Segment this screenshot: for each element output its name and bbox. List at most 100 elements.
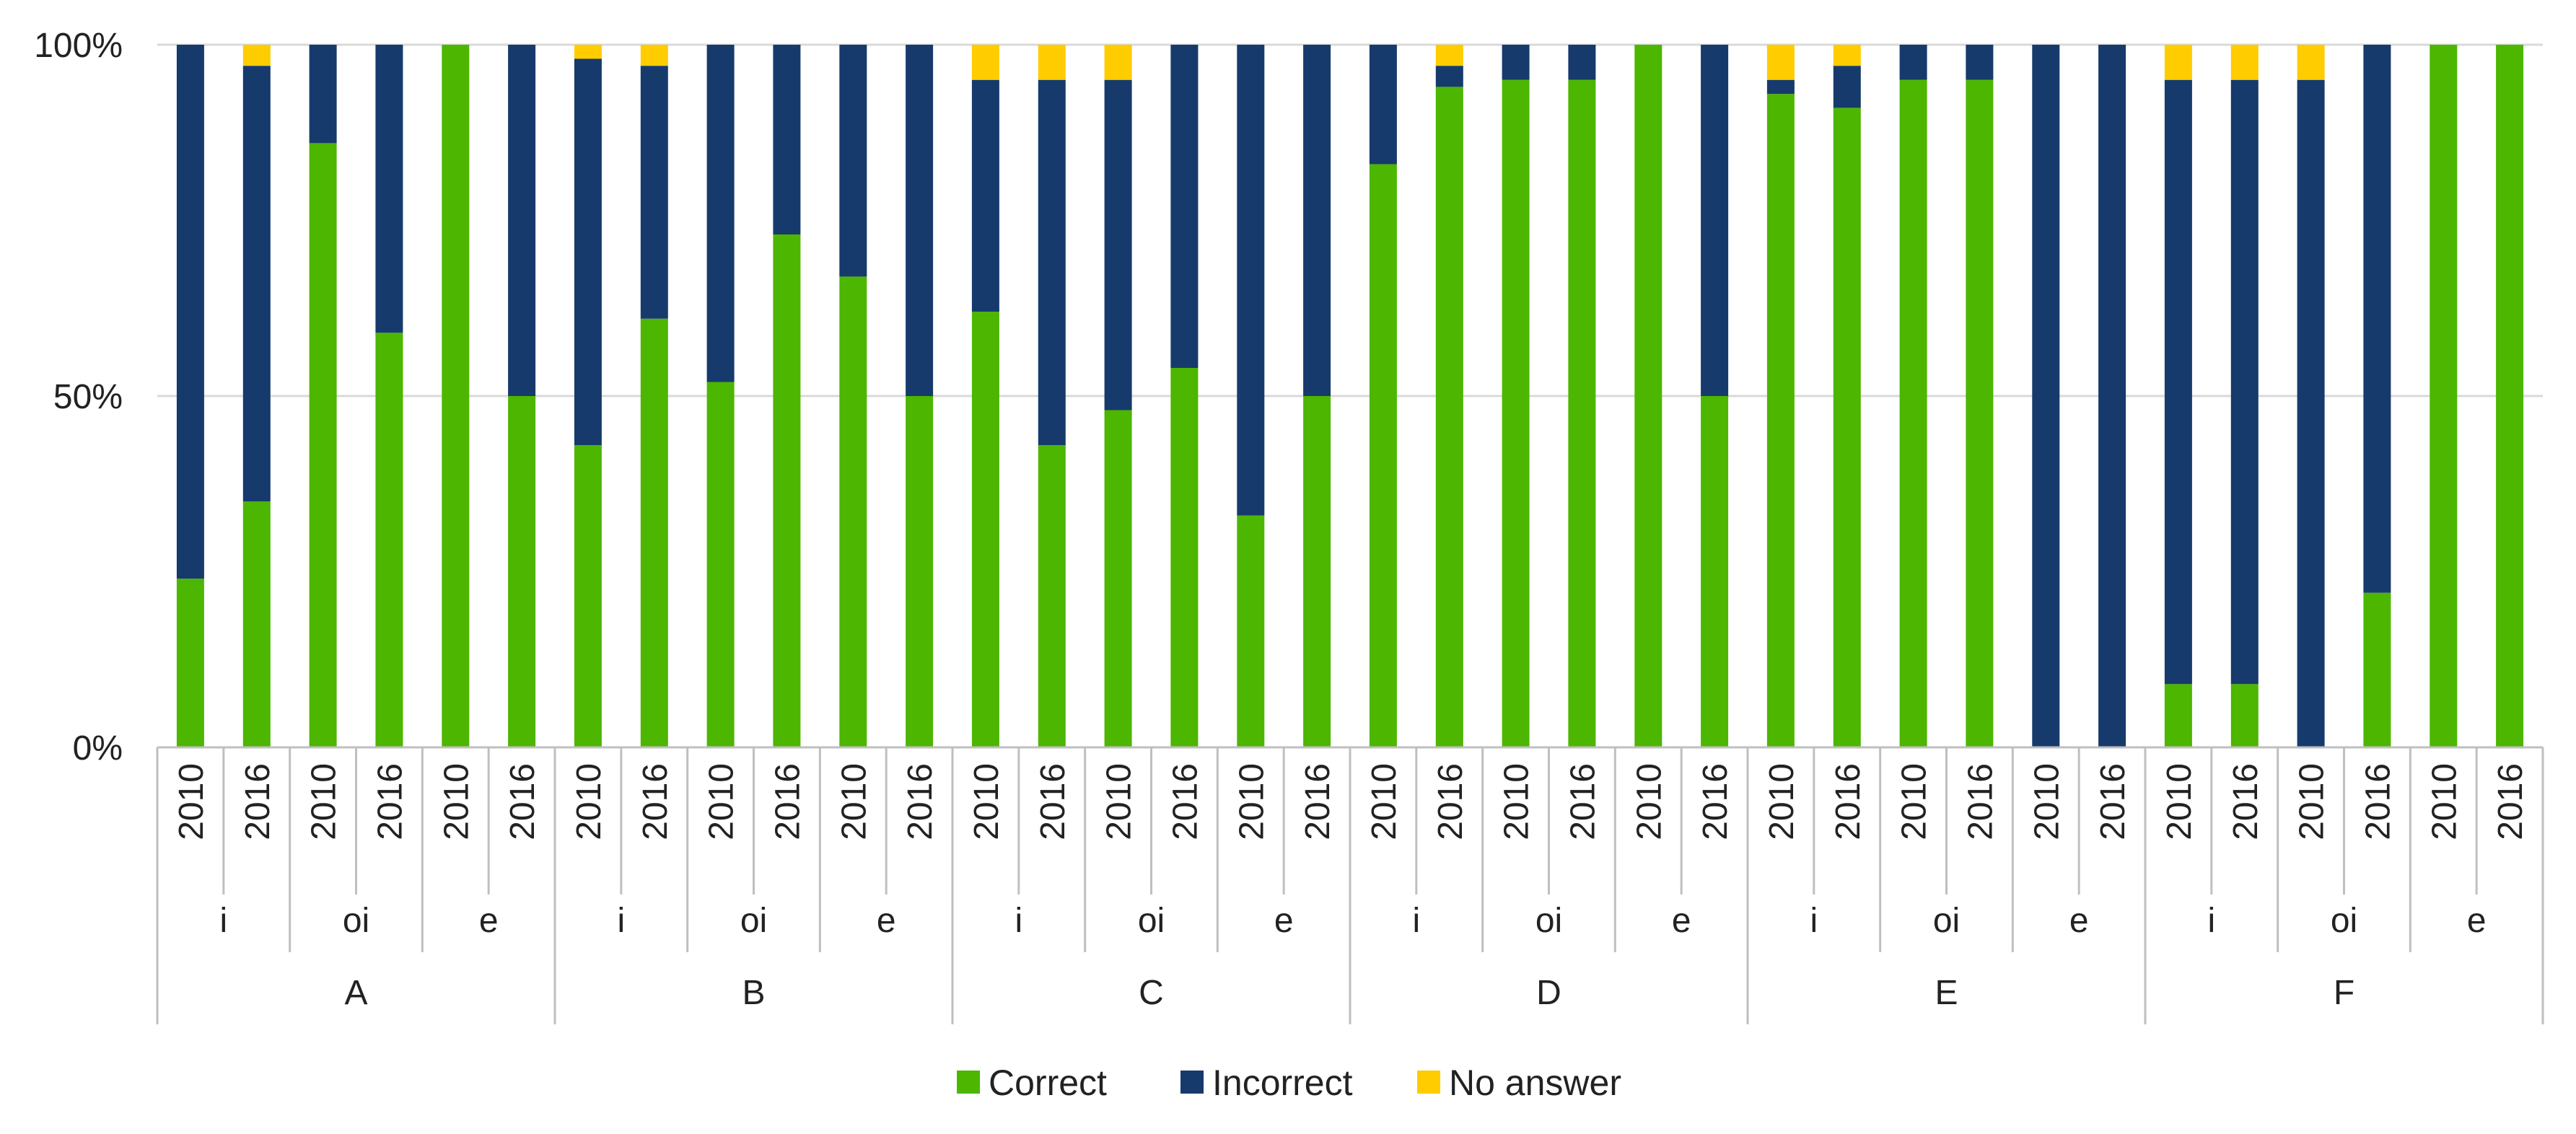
legend-label-no-answer: No answer (1449, 1063, 1621, 1103)
x-tick-year-label: 2010 (305, 763, 343, 840)
legend-swatch-no-answer (1417, 1071, 1440, 1094)
x-group-label: C (1139, 974, 1164, 1012)
x-subgroup-label: e (479, 902, 499, 940)
x-subgroup-label: oi (740, 902, 767, 940)
x-tick-year-label: 2016 (768, 763, 807, 840)
bar-segment-correct (2164, 684, 2192, 747)
bar-segment-no-answer (242, 45, 271, 66)
bar-segment-correct (508, 396, 536, 747)
bar-segment-correct (1634, 45, 1662, 747)
x-tick-year-label: 2010 (172, 763, 211, 840)
x-tick-year-label: 2010 (1232, 763, 1271, 840)
x-subgroup-label: oi (343, 902, 369, 940)
x-tick-year-label: 2010 (2425, 763, 2463, 840)
bar-segment-correct (1369, 164, 1397, 748)
bar-segment-no-answer (1104, 45, 1132, 80)
bar-segment-no-answer (640, 45, 668, 66)
x-group-label: B (742, 974, 765, 1012)
bar-segment-no-answer (1038, 45, 1066, 80)
bar-segment-incorrect (1833, 66, 1861, 108)
bar-segment-incorrect (1038, 79, 1066, 446)
bar-segment-incorrect (1766, 79, 1795, 94)
legend-swatch-incorrect (1180, 1071, 1204, 1094)
bar-segment-correct (2430, 45, 2458, 747)
x-tick-year-label: 2016 (1961, 763, 1999, 840)
bar-segment-no-answer (1435, 45, 1463, 66)
x-subgroup-label: oi (1535, 902, 1562, 940)
bar-segment-no-answer (1833, 45, 1861, 66)
bar-segment-incorrect (1435, 66, 1463, 87)
x-subgroup-label: e (2467, 902, 2487, 940)
x-tick-year-label: 2010 (703, 763, 741, 840)
bar-segment-correct (242, 501, 271, 747)
y-tick-label: 100% (34, 27, 123, 65)
bar-segment-incorrect (2230, 79, 2259, 685)
x-subgroup-label: e (1672, 902, 1691, 940)
x-tick-year-label: 2016 (636, 763, 675, 840)
x-tick-year-label: 2010 (1630, 763, 1668, 840)
x-group-label: A (344, 974, 367, 1012)
bar-segment-no-answer (971, 45, 999, 80)
bar-segment-correct (574, 445, 602, 747)
x-subgroup-label: i (2207, 902, 2215, 940)
bar-segment-correct (1303, 396, 1331, 747)
x-subgroup-label: oi (1138, 902, 1165, 940)
bar-segment-incorrect (508, 45, 536, 396)
bar-segment-no-answer (2297, 45, 2325, 80)
bar-segment-correct (375, 333, 403, 747)
x-group-label: D (1536, 974, 1561, 1012)
bar-segment-correct (176, 579, 204, 747)
bar-segment-correct (906, 396, 934, 747)
bar-segment-correct (1502, 79, 1530, 747)
bar-segment-correct (2230, 684, 2259, 747)
x-subgroup-label: e (1274, 902, 1294, 940)
bar-segment-no-answer (2230, 45, 2259, 80)
bar-segment-no-answer (574, 45, 602, 59)
x-tick-year-label: 2010 (835, 763, 873, 840)
bar-segment-incorrect (1502, 45, 1530, 80)
bar-segment-incorrect (1303, 45, 1331, 396)
bar-segment-incorrect (706, 45, 735, 382)
x-tick-year-label: 2016 (1829, 763, 1867, 840)
x-tick-year-label: 2016 (2359, 763, 2397, 840)
bar-segment-correct (706, 382, 735, 747)
bar-segment-incorrect (2032, 45, 2060, 747)
x-tick-year-label: 2010 (1763, 763, 1801, 840)
bar-segment-correct (1701, 396, 1729, 747)
bar-segment-incorrect (640, 66, 668, 319)
bars (176, 45, 2524, 748)
bar-segment-correct (1435, 87, 1463, 747)
x-subgroup-label: oi (1933, 902, 1960, 940)
bar-segment-correct (1170, 368, 1199, 747)
legend-label-correct: Correct (989, 1063, 1107, 1103)
x-subgroup-label: i (1810, 902, 1818, 940)
x-subgroup-label: i (617, 902, 625, 940)
bar-segment-correct (1568, 79, 1596, 747)
x-subgroup-label: e (2069, 902, 2089, 940)
x-tick-year-label: 2010 (1365, 763, 1403, 840)
bar-segment-correct (442, 45, 470, 747)
bar-segment-incorrect (1899, 45, 1927, 80)
x-tick-year-label: 2010 (570, 763, 608, 840)
legend-swatch-correct (957, 1071, 980, 1094)
bar-segment-incorrect (309, 45, 337, 144)
x-subgroup-label: i (1412, 902, 1420, 940)
y-tick-label: 0% (73, 729, 123, 768)
bar-segment-incorrect (773, 45, 801, 234)
y-tick-label: 50% (53, 378, 123, 416)
x-subgroup-label: oi (2331, 902, 2357, 940)
bar-segment-correct (1038, 445, 1066, 747)
x-subgroup-label: i (1015, 902, 1022, 940)
bar-segment-incorrect (2363, 45, 2391, 593)
bar-segment-correct (2496, 45, 2524, 747)
bar-segment-no-answer (1766, 45, 1795, 80)
bar-segment-correct (1966, 79, 1994, 747)
x-tick-year-label: 2010 (1100, 763, 1139, 840)
bar-segment-correct (1237, 515, 1265, 747)
x-tick-year-label: 2016 (901, 763, 939, 840)
bar-segment-incorrect (2297, 79, 2325, 747)
bar-segment-correct (2363, 592, 2391, 747)
x-tick-year-label: 2016 (239, 763, 277, 840)
bar-segment-incorrect (971, 79, 999, 312)
